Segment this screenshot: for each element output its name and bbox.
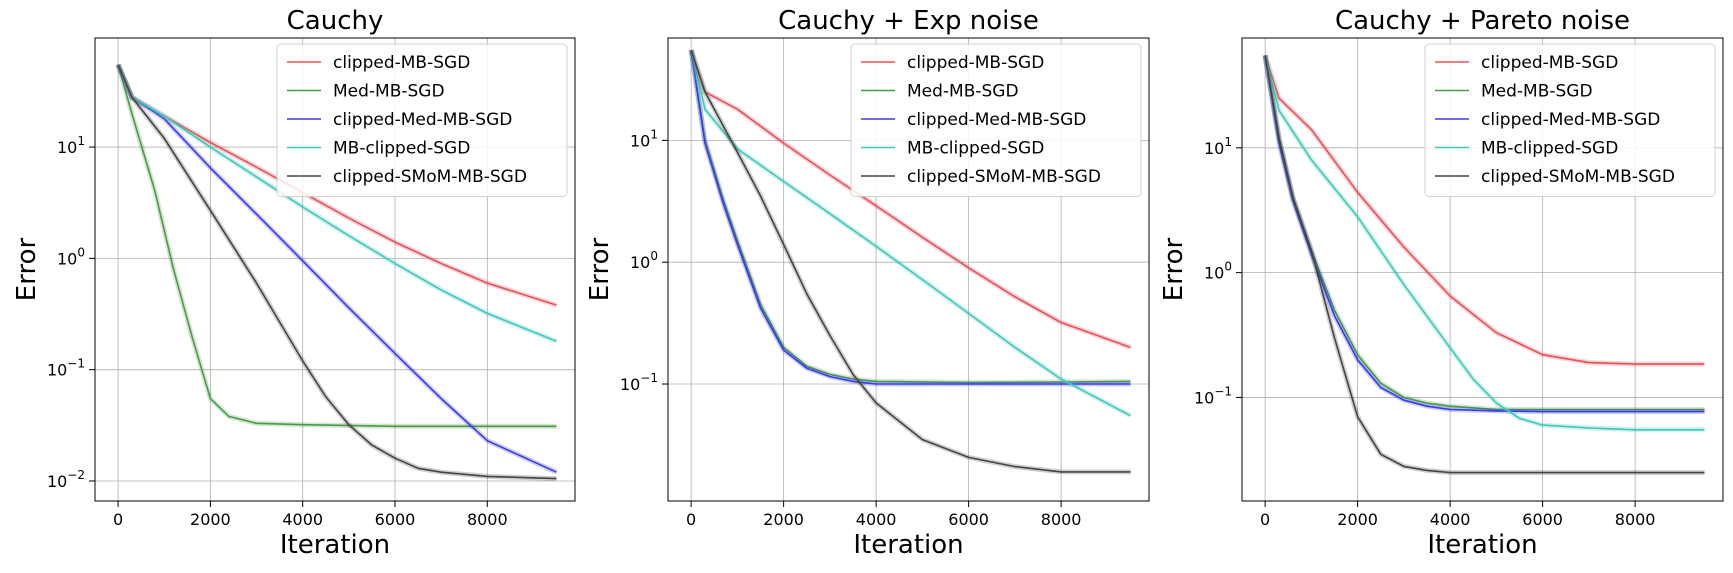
y-tick-exponent: 1 [650,127,658,141]
x-tick-label: 2000 [1337,510,1378,529]
y-axis-label: Error [12,238,42,302]
y-tick-label: 101 [630,127,658,150]
y-tick-label: 10−1 [620,371,658,394]
x-axis-label: Iteration [280,530,390,560]
series-line-2 [117,64,557,473]
chart-title: Cauchy [287,6,384,36]
x-tick-label: 4000 [856,510,897,529]
series-line-3 [690,49,1131,417]
y-axis-label: Error [585,238,615,302]
y-tick-base: 10 [1204,139,1224,158]
x-tick-label: 8000 [467,510,508,529]
y-tick-label: 10−2 [47,468,85,491]
y-tick-exponent: 0 [77,245,85,259]
x-tick-label: 8000 [1041,510,1082,529]
y-tick-exponent: 1 [1224,135,1232,149]
x-tick-label: 0 [1260,510,1270,529]
x-axis-label: Iteration [1427,530,1537,560]
y-tick-exponent: 0 [650,249,658,263]
legend-label: clipped-SMoM-MB-SGD [907,167,1101,187]
y-tick-label: 10−1 [47,357,85,380]
y-tick-exponent: −1 [640,371,658,385]
legend-label: clipped-MB-SGD [907,53,1044,73]
legend-label: clipped-MB-SGD [333,53,470,73]
legend-label: clipped-MB-SGD [1481,53,1618,73]
legend-label: clipped-Med-MB-SGD [333,110,512,130]
y-tick-base: 10 [630,253,650,272]
y-tick-label: 101 [57,134,85,157]
y-tick-exponent: −1 [1214,384,1232,398]
y-tick-exponent: −2 [67,468,85,482]
y-tick-base: 10 [47,472,67,491]
y-tick-base: 10 [630,131,650,150]
series-line-0 [690,49,1131,349]
x-tick-label: 4000 [282,510,323,529]
x-tick-label: 4000 [1430,510,1471,529]
legend-label: MB-clipped-SGD [333,139,470,159]
series-line-2 [690,49,1131,385]
series-line-3 [1264,55,1705,431]
x-tick-label: 2000 [763,510,804,529]
plot-frame [1241,37,1724,502]
x-tick-label: 8000 [1615,510,1656,529]
y-tick-base: 10 [620,375,640,394]
y-tick-label: 10−1 [1194,384,1232,407]
x-tick-label: 6000 [375,510,416,529]
legend-label: clipped-Med-MB-SGD [907,110,1086,130]
x-tick-label: 6000 [1522,510,1563,529]
legend-label: MB-clipped-SGD [907,139,1044,159]
legend-frame [850,43,1142,197]
legend-label: clipped-Med-MB-SGD [1481,110,1660,130]
legend: clipped-MB-SGD Med-MB-SGD clipped-Med-MB-S… [276,43,568,197]
series-line-4 [1264,55,1705,474]
y-tick-base: 10 [1204,264,1224,283]
chart-title: Cauchy + Exp noise [778,6,1039,36]
series-line-3 [117,64,557,343]
y-tick-base: 10 [47,361,67,380]
x-tick-label: 0 [686,510,696,529]
legend-label: MB-clipped-SGD [1481,139,1618,159]
series-line-2 [1264,55,1705,413]
y-tick-label: 100 [630,249,658,272]
x-tick-label: 0 [113,510,123,529]
legend-label: clipped-SMoM-MB-SGD [1481,167,1675,187]
series-line-1 [117,64,557,428]
legend-frame [276,43,568,197]
y-tick-label: 100 [57,245,85,268]
y-tick-exponent: 0 [1224,260,1232,274]
y-tick-label: 100 [1204,260,1232,283]
chart-title: Cauchy + Pareto noise [1335,6,1630,36]
y-axis-label: Error [1159,238,1189,302]
legend-label: Med-MB-SGD [1481,82,1593,102]
series-line-4 [690,49,1131,473]
x-axis-label: Iteration [853,530,963,560]
series-line-0 [1264,55,1705,365]
plot-frame [667,37,1150,502]
legend: clipped-MB-SGD Med-MB-SGD clipped-Med-MB-S… [850,43,1142,197]
legend-label: Med-MB-SGD [333,82,445,102]
series-line-1 [690,49,1131,384]
plot-frame [94,37,576,502]
x-tick-label: 6000 [948,510,989,529]
y-tick-exponent: −1 [67,357,85,371]
legend-frame [1424,43,1716,197]
x-tick-label: 2000 [190,510,231,529]
series-line-4 [117,64,557,480]
y-tick-base: 10 [57,138,77,157]
chart-panel-1: 0 2000 4000 6000 800010110010−110−2CauchyIte… [12,6,576,560]
y-tick-label: 101 [1204,135,1232,158]
y-tick-base: 10 [57,249,77,268]
legend-label: Med-MB-SGD [907,82,1019,102]
legend: clipped-MB-SGD Med-MB-SGD clipped-Med-MB-S… [1424,43,1716,197]
y-tick-exponent: 1 [77,134,85,148]
legend-label: clipped-SMoM-MB-SGD [333,167,527,187]
y-tick-base: 10 [1194,388,1214,407]
